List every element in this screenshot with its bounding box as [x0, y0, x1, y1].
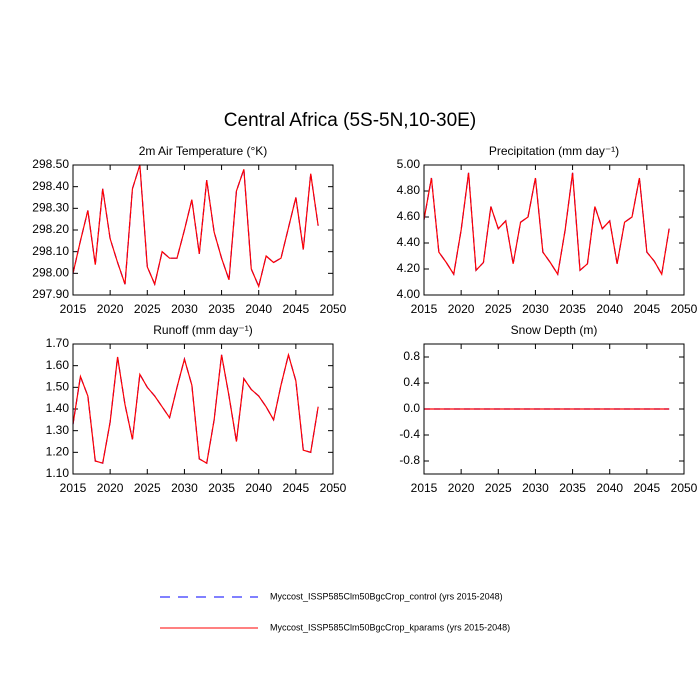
x-tick-label: 2045: [634, 481, 661, 495]
data-line: [72, 352, 319, 465]
x-tick-label: 2050: [671, 481, 698, 495]
y-tick-label: 298.40: [32, 179, 69, 193]
y-tick-label: 5.00: [397, 157, 421, 171]
x-tick-label: 2025: [134, 481, 161, 495]
y-tick-label: 297.90: [32, 287, 69, 301]
x-tick-label: 2020: [448, 481, 475, 495]
y-tick-label: 0.4: [403, 375, 420, 389]
y-tick-label: 298.30: [32, 201, 69, 215]
y-tick-label: 0.0: [403, 401, 420, 415]
x-tick-label: 2045: [634, 302, 661, 316]
y-tick-label: 1.40: [46, 401, 70, 415]
data-line: [72, 164, 319, 289]
x-tick-label: 2025: [134, 302, 161, 316]
x-tick-label: 2015: [60, 481, 87, 495]
plot-frame: [72, 343, 334, 475]
panel-title: Runoff (mm day⁻¹): [153, 323, 252, 337]
x-tick-label: 2045: [283, 302, 310, 316]
legend-label: Myccost_ISSP585Clm50BgcCrop_control (yrs…: [270, 591, 503, 601]
x-tick-label: 2030: [522, 481, 549, 495]
x-tick-label: 2035: [559, 302, 586, 316]
legend-label: Myccost_ISSP585Clm50BgcCrop_kparams (yrs…: [270, 622, 510, 632]
y-tick-label: 1.50: [46, 380, 70, 394]
x-tick-label: 2015: [411, 302, 438, 316]
data-line: [72, 352, 319, 465]
x-tick-label: 2025: [485, 481, 512, 495]
y-tick-label: -0.8: [399, 453, 420, 467]
x-tick-label: 2020: [97, 481, 124, 495]
x-tick-label: 2040: [245, 302, 272, 316]
panel-title: Snow Depth (m): [511, 323, 598, 337]
x-tick-label: 2040: [596, 481, 623, 495]
y-tick-label: 4.20: [397, 261, 421, 275]
x-tick-label: 2040: [245, 481, 272, 495]
y-tick-label: 4.40: [397, 235, 421, 249]
x-tick-label: 2015: [411, 481, 438, 495]
y-tick-label: 298.50: [32, 157, 69, 171]
y-tick-label: 298.10: [32, 244, 69, 258]
x-tick-label: 2020: [97, 302, 124, 316]
y-tick-label: 1.30: [46, 423, 70, 437]
y-tick-label: 1.10: [46, 466, 70, 480]
plot-frame: [72, 164, 334, 296]
y-tick-label: 4.60: [397, 209, 421, 223]
panel-title: 2m Air Temperature (°K): [139, 144, 268, 158]
x-tick-label: 2015: [60, 302, 87, 316]
y-tick-label: -0.4: [399, 427, 420, 441]
plot-frame: [423, 164, 685, 296]
x-tick-label: 2030: [522, 302, 549, 316]
x-tick-label: 2035: [559, 481, 586, 495]
x-tick-label: 2045: [283, 481, 310, 495]
x-tick-label: 2030: [171, 481, 198, 495]
y-tick-label: 1.70: [46, 336, 70, 350]
x-tick-label: 2050: [671, 302, 698, 316]
x-tick-label: 2035: [208, 302, 235, 316]
x-tick-label: 2050: [320, 481, 347, 495]
x-tick-label: 2050: [320, 302, 347, 316]
y-tick-label: 0.8: [403, 349, 420, 363]
x-tick-label: 2020: [448, 302, 475, 316]
plot-frame: [423, 343, 685, 475]
y-tick-label: 4.80: [397, 183, 421, 197]
data-line: [423, 172, 670, 276]
data-line: [423, 172, 670, 276]
panel-title: Precipitation (mm day⁻¹): [489, 144, 619, 158]
x-tick-label: 2025: [485, 302, 512, 316]
y-tick-label: 298.20: [32, 222, 69, 236]
x-tick-label: 2035: [208, 481, 235, 495]
main-title: Central Africa (5S-5N,10-30E): [224, 110, 476, 131]
y-tick-label: 4.00: [397, 287, 421, 301]
x-tick-label: 2040: [596, 302, 623, 316]
y-tick-label: 298.00: [32, 266, 69, 280]
y-tick-label: 1.60: [46, 358, 70, 372]
x-tick-label: 2030: [171, 302, 198, 316]
y-tick-label: 1.20: [46, 445, 70, 459]
